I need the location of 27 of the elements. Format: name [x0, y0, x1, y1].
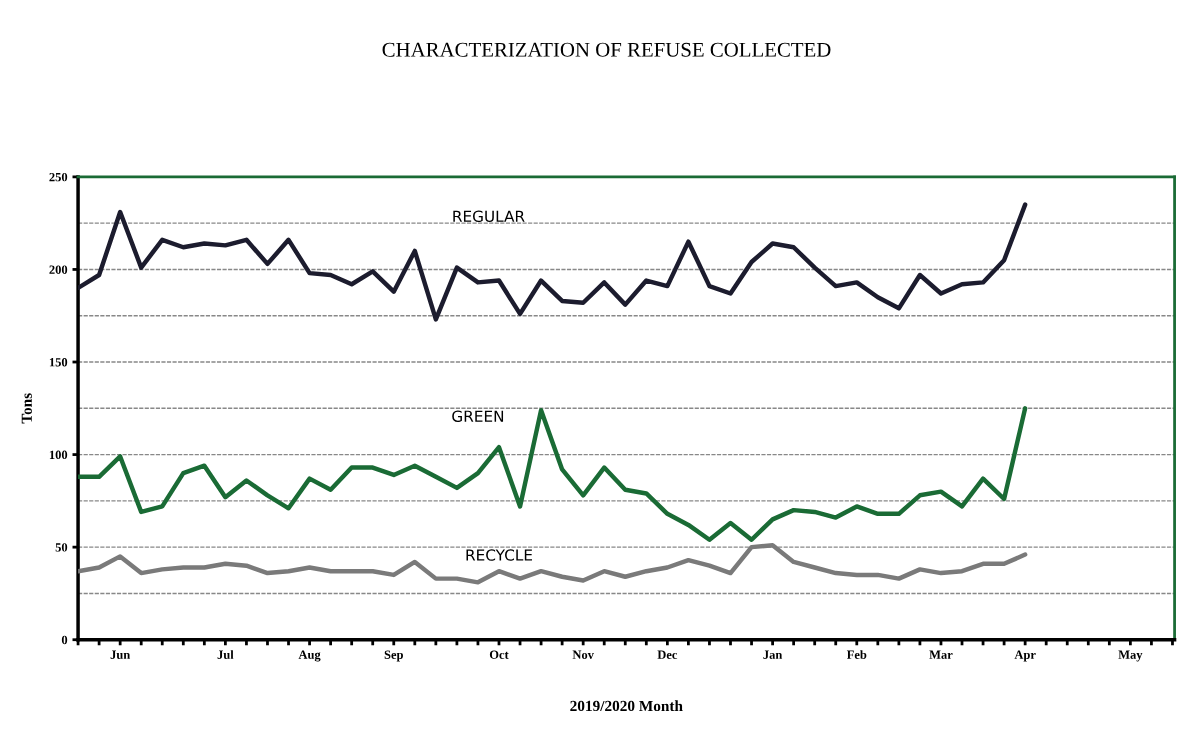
x-axis-title: 2019/2020 Month: [570, 700, 683, 712]
x-tick-label: Mar: [929, 650, 953, 659]
x-tick-label: Aug: [298, 650, 321, 662]
x-tick-label: Oct: [489, 650, 509, 659]
y-axis-title: Tons: [21, 393, 32, 424]
x-tick-label: Nov: [572, 650, 594, 659]
line-series: [78, 543, 1028, 585]
text: REGULAR: [453, 210, 525, 223]
x-tick-label: Apr: [1014, 650, 1036, 662]
y-tick-label: 50: [55, 543, 68, 552]
x-tick-label: Jun: [110, 650, 131, 659]
x-tick-label: Dec: [657, 650, 678, 659]
y-tick-label: 200: [49, 265, 68, 274]
line-series: [78, 202, 1028, 322]
x-tick-label: May: [1118, 650, 1143, 662]
y-tick-label: 100: [49, 450, 68, 460]
y-tick-label: 250: [49, 172, 68, 182]
x-tick-label: Feb: [846, 650, 867, 659]
line-series: [78, 406, 1028, 542]
x-tick-label: Jan: [763, 650, 783, 659]
y-tick-label: 150: [49, 358, 68, 367]
y-tick-label: 0: [61, 635, 68, 645]
x-tick-label: Jul: [217, 650, 234, 659]
x-tick-label: Sep: [384, 650, 403, 662]
chart-title: CHARACTERIZATION OF REFUSE COLLECTED: [382, 42, 831, 57]
series-label: RECYCLE: [466, 549, 533, 561]
series-label: GREEN: [452, 410, 504, 422]
